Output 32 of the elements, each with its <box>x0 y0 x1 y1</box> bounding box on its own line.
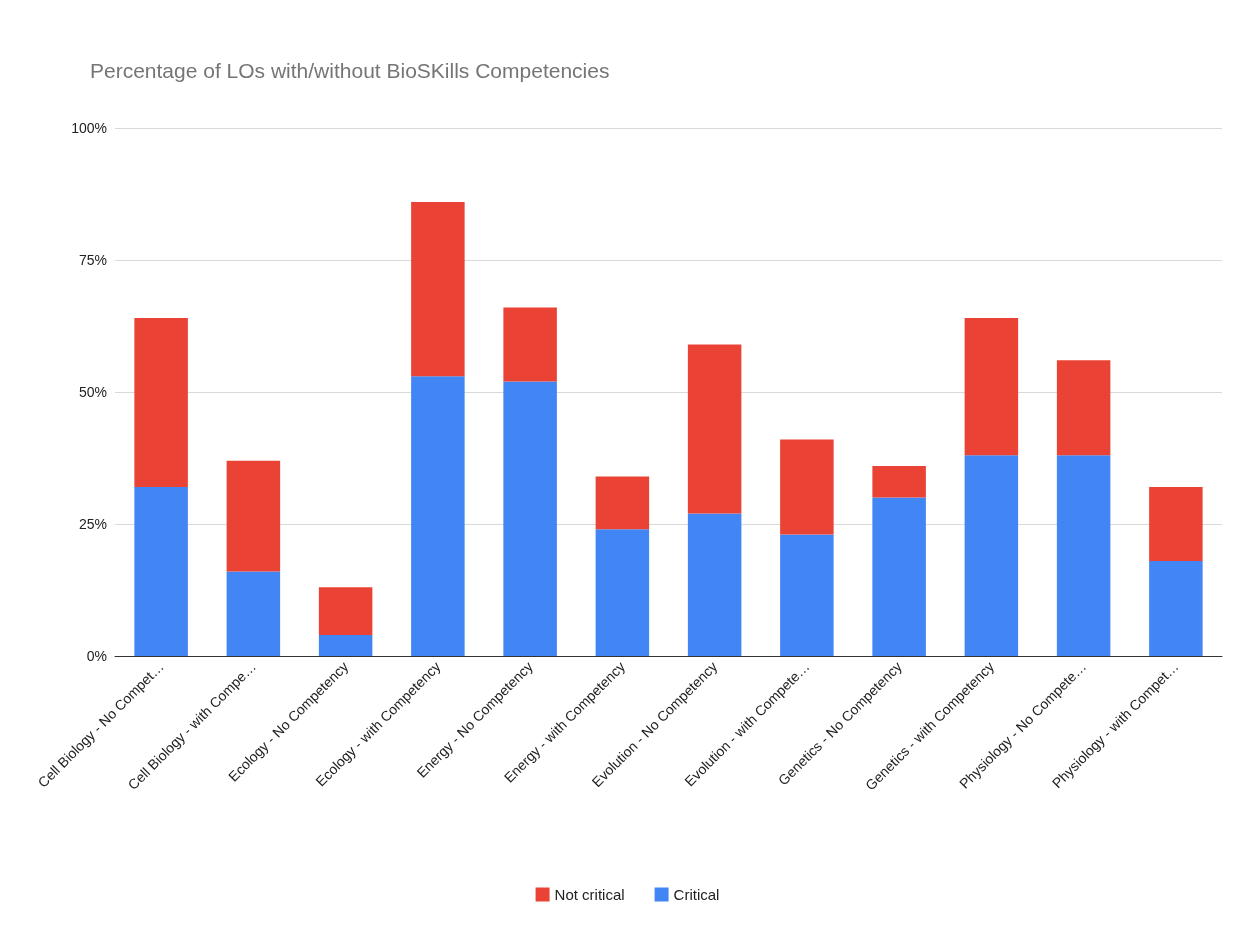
bar <box>318 587 373 635</box>
y-tick-label: 75% <box>78 252 107 268</box>
y-tick-label: 0% <box>86 648 107 664</box>
bar <box>134 487 188 656</box>
bar <box>226 571 281 656</box>
bar <box>780 439 834 535</box>
bar <box>503 381 557 656</box>
bar <box>964 455 1019 656</box>
legend-label: Critical <box>673 886 720 903</box>
bar <box>134 318 188 488</box>
bar <box>872 497 926 656</box>
bar <box>780 534 834 656</box>
bar <box>503 307 557 382</box>
bar <box>595 529 650 656</box>
bar <box>687 344 742 514</box>
y-tick-label: 50% <box>78 384 107 400</box>
bar <box>1056 455 1111 656</box>
legend-label: Not critical <box>554 886 625 903</box>
bar <box>687 513 742 656</box>
bar <box>411 376 465 656</box>
bar <box>872 465 926 498</box>
bar <box>226 460 281 572</box>
bar <box>1149 487 1203 561</box>
bar <box>595 476 650 530</box>
bar <box>318 634 373 656</box>
y-tick-label: 25% <box>78 516 107 532</box>
bar <box>1056 360 1111 456</box>
bar <box>1149 560 1203 656</box>
y-tick-label: 100% <box>71 120 107 136</box>
bar <box>411 201 465 377</box>
bar <box>964 318 1019 456</box>
chart-title: Percentage of LOs with/without BioSKills Competencies <box>90 59 610 82</box>
